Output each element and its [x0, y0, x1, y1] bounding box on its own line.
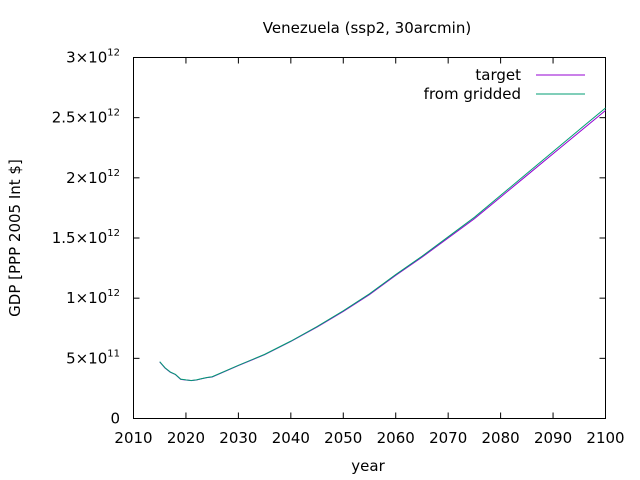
- y-tick-label: 2.5×1012: [52, 108, 120, 127]
- series-line-target: [159, 110, 606, 382]
- y-tick-mantissa: 2.5×10: [52, 109, 108, 127]
- x-axis-label: year: [351, 457, 385, 475]
- x-axis: 2010 2020 2030 2040 2050 2060 2070 2080 2090 2100: [114, 57, 625, 447]
- x-tick-label: 2090: [534, 429, 572, 447]
- series-line-from-gridded: [159, 107, 606, 381]
- y-tick-exponent: 11: [107, 348, 120, 359]
- x-tick-label: 2100: [586, 429, 624, 447]
- series-layer: [159, 107, 606, 382]
- y-tick-exponent: 12: [107, 108, 120, 119]
- y-tick-label: 3×1012: [66, 48, 120, 67]
- y-tick-exponent: 12: [107, 228, 120, 239]
- y-axis-label: GDP [PPP 2005 Int $]: [6, 159, 24, 317]
- legend-label: from gridded: [424, 85, 521, 103]
- y-tick-label: 5×1011: [66, 348, 120, 367]
- x-tick-label: 2020: [167, 429, 205, 447]
- y-tick-label: 2×1012: [66, 168, 120, 187]
- y-tick-mantissa: 2×10: [66, 169, 107, 187]
- x-tick-label: 2080: [482, 429, 520, 447]
- y-tick-label: 1×1012: [66, 288, 120, 307]
- chart-title: Venezuela (ssp2, 30arcmin): [263, 19, 471, 37]
- x-tick-label: 2050: [324, 429, 362, 447]
- x-tick-label: 2010: [114, 429, 152, 447]
- x-tick-label: 2040: [272, 429, 310, 447]
- y-tick-exponent: 12: [107, 288, 120, 299]
- y-tick-mantissa: 5×10: [66, 349, 107, 367]
- y-tick-label: 1.5×1012: [52, 228, 120, 247]
- x-tick-label: 2070: [429, 429, 467, 447]
- x-tick-label: 2030: [219, 429, 257, 447]
- x-tick-label: 2060: [377, 429, 415, 447]
- y-tick-mantissa: 3×10: [66, 49, 107, 67]
- y-tick-exponent: 12: [107, 168, 120, 179]
- legend-label: target: [475, 66, 521, 84]
- y-axis: 05×10111×10121.5×10122×10122.5×10123×101…: [52, 48, 606, 428]
- y-tick-mantissa: 0: [110, 410, 120, 428]
- y-tick-mantissa: 1×10: [66, 289, 107, 307]
- y-tick-mantissa: 1.5×10: [52, 229, 108, 247]
- y-tick-label: 0: [110, 410, 120, 428]
- plot-frame: [133, 57, 606, 419]
- y-tick-exponent: 12: [107, 48, 120, 59]
